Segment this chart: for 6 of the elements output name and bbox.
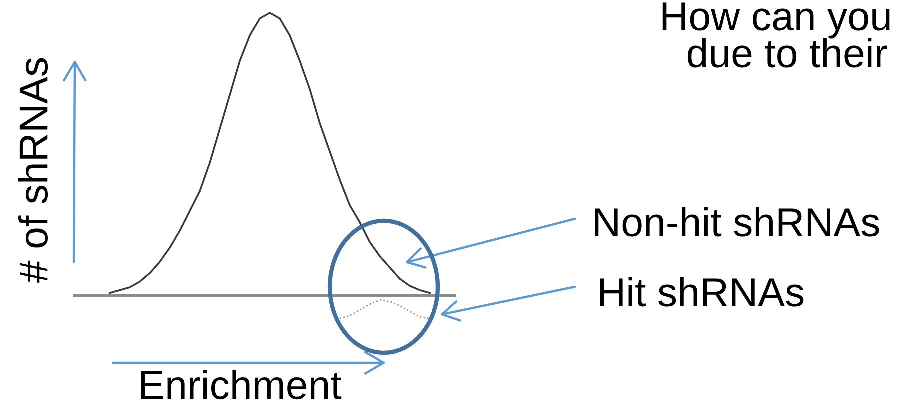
text: due to their [688,38,888,68]
text: How can you [662,2,890,39]
y-axis-title: # of shRNAs [18,58,48,283]
x-axis-title: Enrichment [141,370,342,400]
text: Hit shRNAs [600,277,804,307]
text: Non-hit shRNAs [595,207,880,237]
